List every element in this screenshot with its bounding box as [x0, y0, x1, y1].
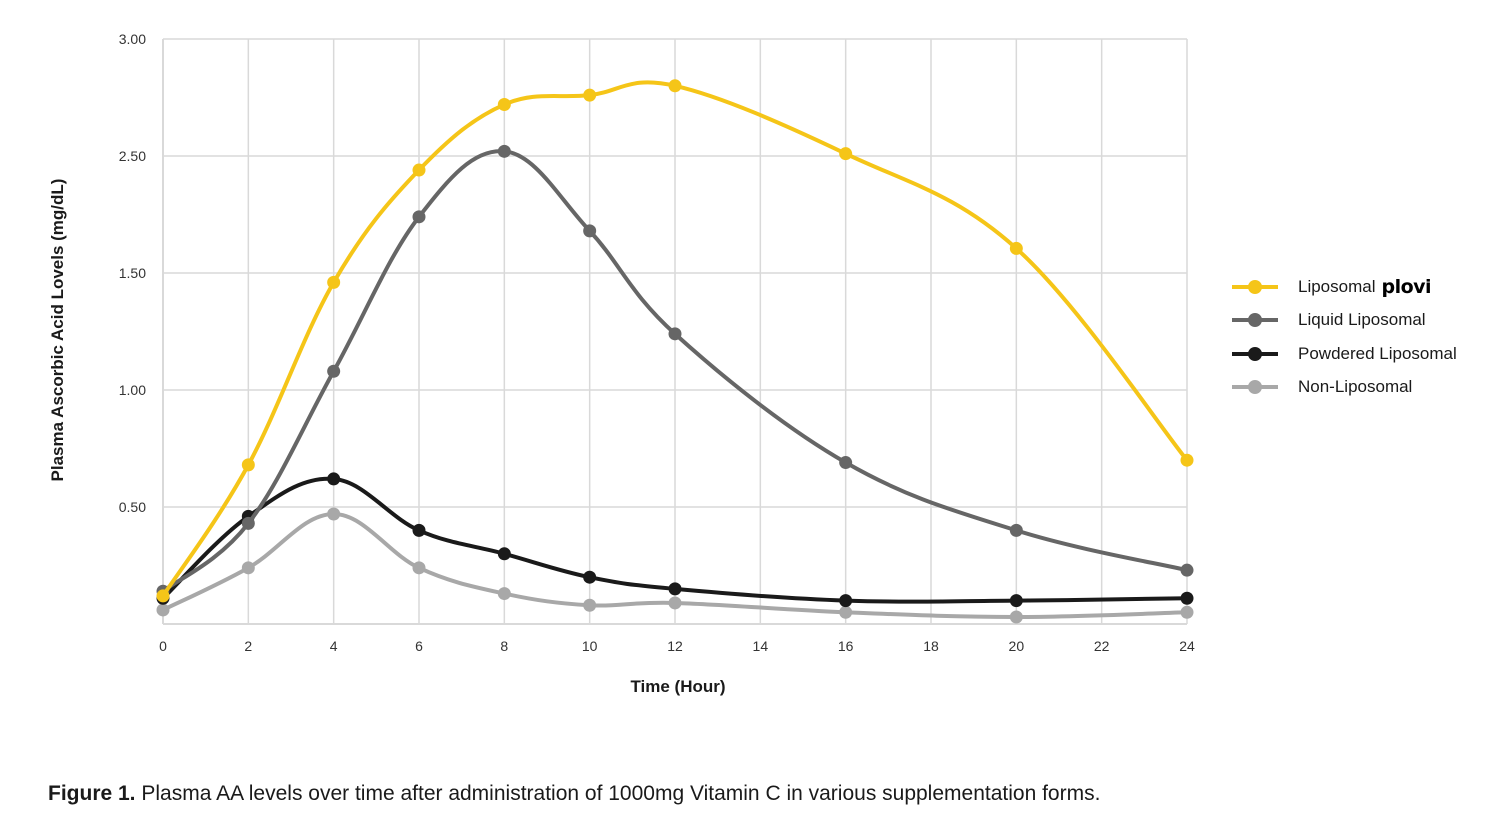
- data-point: [1180, 591, 1194, 605]
- legend-swatch: [1232, 344, 1278, 364]
- data-point: [1180, 563, 1194, 577]
- data-point: [412, 163, 426, 177]
- x-tick-label: 14: [753, 638, 769, 654]
- legend-label: Liposomal: [1298, 276, 1376, 296]
- data-point: [327, 275, 341, 289]
- legend-label: Liquid Liposomal: [1298, 310, 1426, 330]
- data-point: [1180, 453, 1194, 467]
- data-point: [327, 364, 341, 378]
- legend-item: Liposomal plovi: [1232, 270, 1457, 304]
- x-tick-label: 20: [1009, 638, 1025, 654]
- data-point: [156, 603, 170, 617]
- series-non-liposomal: [156, 507, 1194, 624]
- data-point: [583, 570, 597, 584]
- legend-item: Liquid Liposomal: [1232, 304, 1457, 338]
- legend-item: Non-Liposomal: [1232, 371, 1457, 405]
- data-point: [1009, 241, 1023, 255]
- x-tick-label: 2: [244, 638, 252, 654]
- y-tick-label: 3.00: [119, 31, 146, 47]
- data-point: [1009, 610, 1023, 624]
- data-point: [412, 523, 426, 537]
- legend-item: Powdered Liposomal: [1232, 337, 1457, 371]
- data-point: [668, 596, 682, 610]
- x-tick-label: 16: [838, 638, 854, 654]
- y-tick-label: 1.50: [119, 265, 146, 281]
- series-line: [161, 149, 1189, 594]
- x-tick-label: 22: [1094, 638, 1110, 654]
- data-point: [839, 594, 853, 608]
- series-liquid-liposomal: [156, 144, 1194, 598]
- data-point: [1009, 523, 1023, 537]
- x-tick-label: 8: [500, 638, 508, 654]
- x-tick-label: 4: [330, 638, 338, 654]
- data-point: [497, 144, 511, 158]
- data-point: [327, 507, 341, 521]
- series-liposomal: [156, 79, 1194, 603]
- x-tick-label: 12: [667, 638, 683, 654]
- data-point: [412, 210, 426, 224]
- data-point: [241, 516, 255, 530]
- legend-swatch: [1232, 310, 1278, 330]
- x-tick-label: 6: [415, 638, 423, 654]
- legend-marker: [1248, 346, 1262, 361]
- legend-marker: [1248, 313, 1262, 328]
- data-point: [497, 547, 511, 561]
- data-point: [497, 98, 511, 112]
- x-axis-title: Time (Hour): [630, 677, 725, 696]
- caption-label: Figure 1.: [48, 782, 136, 805]
- y-tick-label: 0.50: [119, 499, 146, 515]
- figure-caption: Figure 1. Plasma AA levels over time aft…: [48, 782, 1100, 806]
- data-point: [583, 224, 597, 238]
- y-axis-ticks: 0.50 1.00 1.50 2.50 3.00: [119, 31, 146, 515]
- data-point: [839, 456, 853, 470]
- data-point: [156, 589, 170, 603]
- data-point: [583, 88, 597, 102]
- data-point: [497, 587, 511, 601]
- data-point: [1180, 605, 1194, 619]
- data-point: [412, 561, 426, 575]
- line-chart: 0.501.001.502.503.00 0 2 4 6 8 10 12 14 16 18 20 22…: [48, 31, 1195, 696]
- data-point: [1009, 594, 1023, 608]
- y-tick-label: 2.50: [119, 148, 146, 164]
- legend-label: Powdered Liposomal: [1298, 343, 1457, 363]
- x-axis-ticks: 0 2 4 6 8 10 12 14 16 18 20 22 24: [159, 638, 1195, 654]
- legend: Liposomal plovi Liquid Liposomal Powdered L…: [1232, 270, 1457, 404]
- data-point: [241, 458, 255, 472]
- legend-swatch: [1232, 277, 1278, 297]
- data-point: [668, 327, 682, 341]
- y-tick-label: 1.00: [119, 382, 146, 398]
- caption-text: Plasma AA levels over time after adminis…: [135, 782, 1101, 805]
- legend-marker: [1248, 279, 1262, 294]
- legend-marker: [1248, 380, 1262, 395]
- data-point: [668, 79, 682, 93]
- data-point: [583, 598, 597, 612]
- x-tick-label: 24: [1179, 638, 1195, 654]
- x-tick-label: 10: [582, 638, 598, 654]
- data-point: [839, 605, 853, 619]
- data-point: [327, 472, 341, 486]
- series-group: [156, 79, 1194, 624]
- x-tick-label: 0: [159, 638, 167, 654]
- legend-label: Non-Liposomal: [1298, 377, 1413, 397]
- x-tick-label: 18: [923, 638, 939, 654]
- data-point: [668, 582, 682, 596]
- data-point: [839, 147, 853, 161]
- data-point: [241, 561, 255, 575]
- legend-swatch: [1232, 377, 1278, 397]
- series-line: [161, 80, 1189, 598]
- brand-logo: plovi: [1381, 275, 1432, 298]
- y-axis-title: Plasma Ascorbic Acid Lovels (mg/dL): [48, 179, 67, 482]
